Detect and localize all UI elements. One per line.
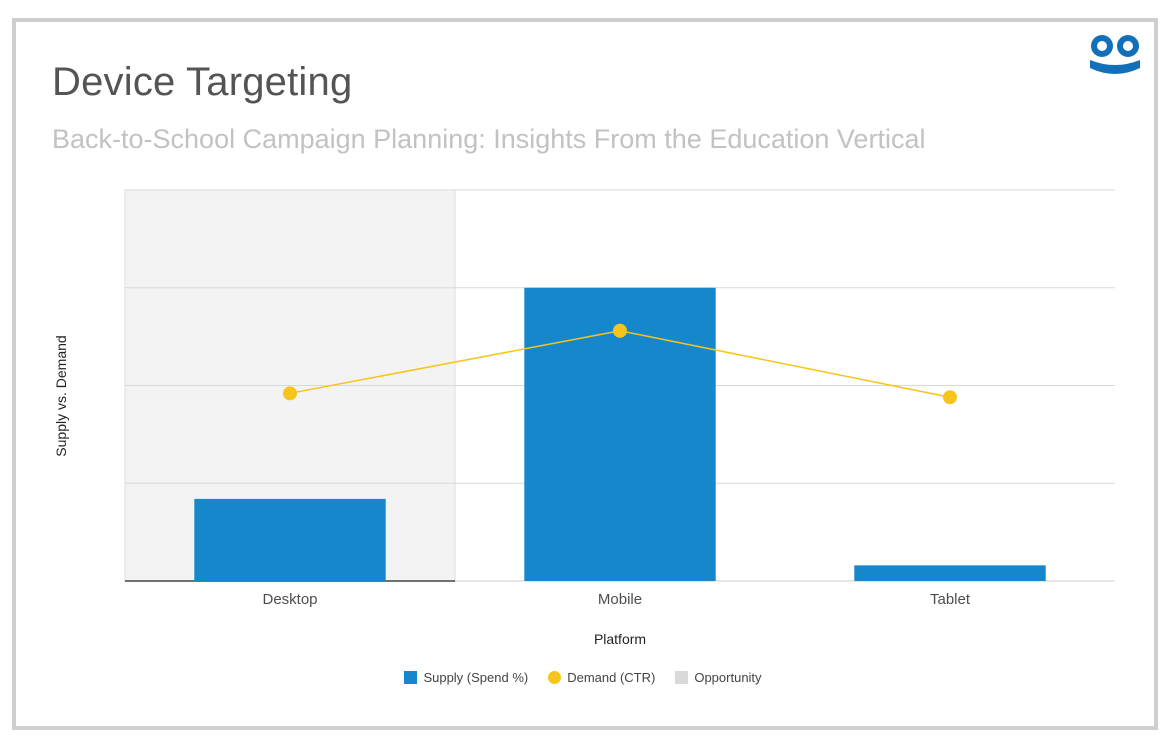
line-layer — [283, 323, 957, 405]
legend-swatch-supply — [404, 671, 418, 684]
bar-desktop — [194, 498, 386, 581]
chart-title: Device Targeting — [52, 60, 353, 104]
demand-point-desktop — [283, 386, 297, 401]
legend-swatch-opportunity — [675, 671, 689, 684]
x-tick-label-desktop: Desktop — [262, 591, 317, 608]
bar-tablet — [854, 565, 1046, 581]
legend-item-supply: Supply (Spend %) — [404, 670, 528, 685]
legend-item-opportunity: Opportunity — [675, 670, 762, 685]
legend-label-opportunity: Opportunity — [694, 670, 762, 685]
legend-swatch-demand — [548, 671, 562, 684]
demand-point-tablet — [943, 390, 957, 405]
googly-eyes-logo-icon — [1090, 35, 1140, 74]
legend-label-demand: Demand (CTR) — [567, 670, 656, 685]
legend-label-supply: Supply (Spend %) — [423, 670, 529, 685]
legend-item-demand: Demand (CTR) — [548, 670, 655, 685]
chart-subtitle: Back-to-School Campaign Planning: Insigh… — [52, 124, 926, 154]
demand-point-mobile — [613, 323, 627, 338]
x-tick-label-tablet: Tablet — [930, 591, 971, 608]
x-tick-label-mobile: Mobile — [598, 591, 642, 608]
y-axis-label: Supply vs. Demand — [53, 335, 69, 456]
legend: Supply (Spend %) Demand (CTR) Opportunit… — [0, 670, 1166, 685]
x-axis-label: Platform — [594, 631, 646, 647]
tick-layer: Desktop Mobile Tablet — [262, 591, 970, 608]
